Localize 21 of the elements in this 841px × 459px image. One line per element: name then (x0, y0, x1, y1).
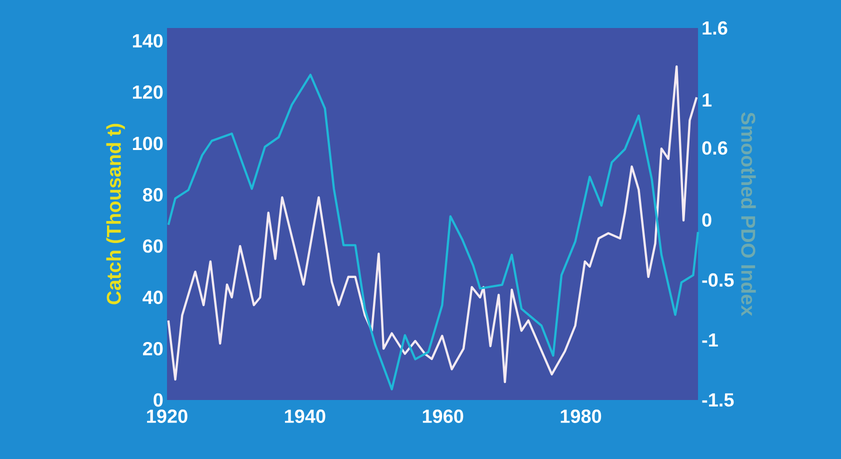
x-tick-label: 1960 (422, 410, 464, 423)
y-tick-label: 80 (142, 188, 163, 202)
y-tick-label: 40 (142, 290, 163, 304)
x-tick-label: 1980 (560, 410, 602, 423)
y-tick-label: 100 (132, 136, 163, 150)
y2-tick-label: -1.5 (702, 393, 734, 407)
y2-tick-label: 1.6 (702, 21, 728, 35)
y2-tick-label: -1 (702, 333, 718, 347)
x-tick-label: 1940 (284, 410, 326, 423)
y-tick-label: 120 (132, 85, 163, 99)
y2-tick-label: 0 (702, 213, 712, 227)
x-tick-label: 1920 (147, 410, 188, 423)
y-axis-title: Catch (Thousand t) (106, 124, 125, 304)
y-tick-label: 0 (154, 393, 163, 407)
y-tick-label: 60 (143, 239, 163, 253)
y2-axis-title: Smoothed PDO Index (741, 112, 756, 316)
y-tick-label: 20 (142, 342, 163, 356)
y2-tick-label: 1 (702, 93, 712, 107)
y2-tick-label: -0.5 (702, 273, 734, 287)
y-tick-label: 140 (132, 34, 163, 48)
y2-tick-label: 0.6 (702, 141, 728, 155)
